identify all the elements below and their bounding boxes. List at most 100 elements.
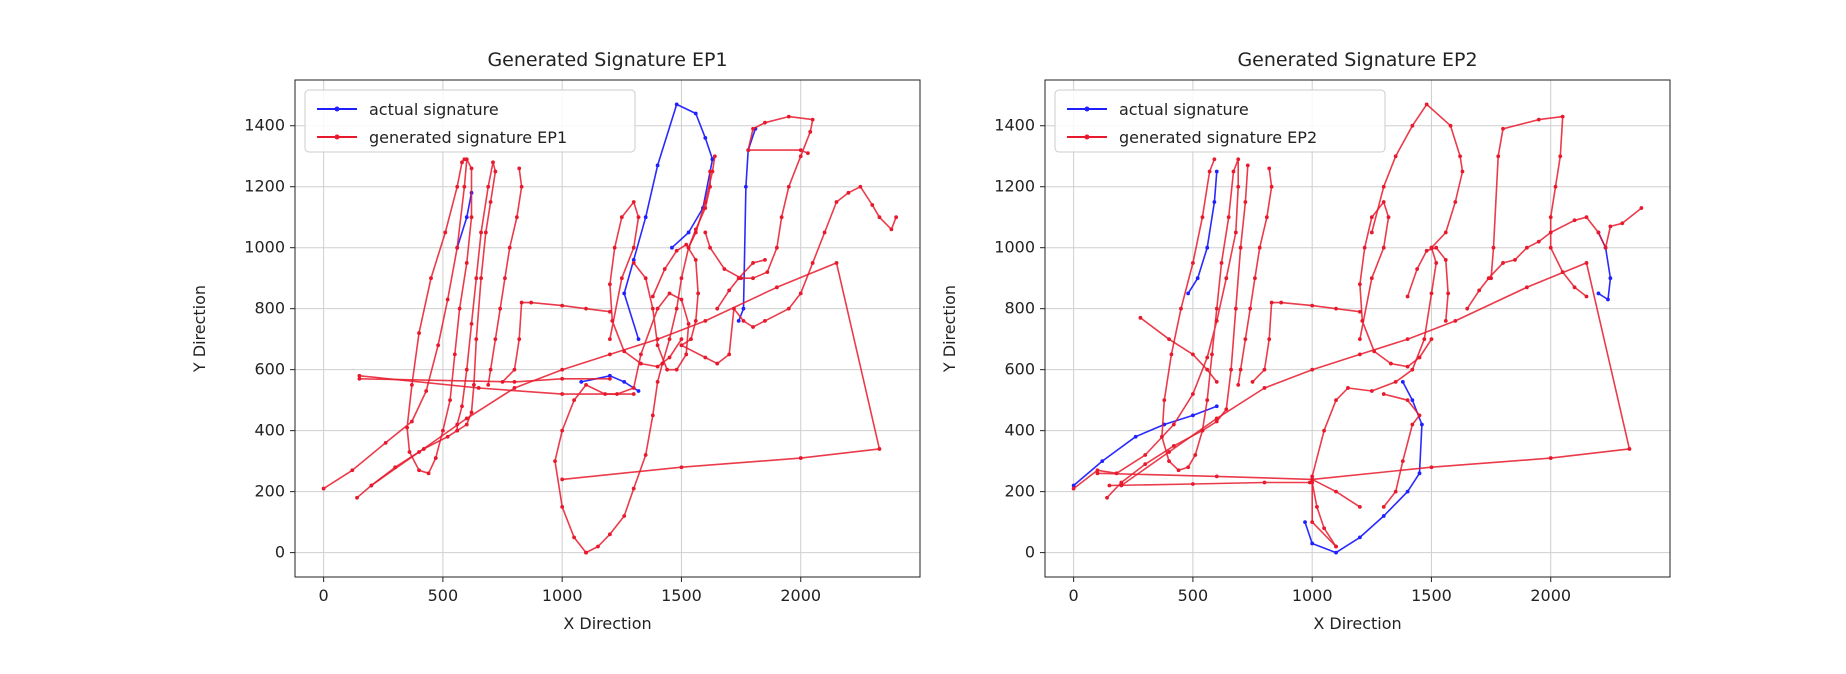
data-point	[1262, 480, 1267, 485]
axes-frame	[294, 79, 921, 578]
data-point	[1167, 459, 1171, 464]
data-point	[674, 367, 679, 372]
data-point	[631, 200, 636, 204]
data-point	[1608, 276, 1613, 281]
data-point	[889, 227, 894, 232]
data-point	[1171, 443, 1176, 448]
data-point	[655, 306, 660, 311]
data-point	[436, 343, 441, 348]
data-point	[498, 306, 503, 311]
data-point	[1524, 245, 1529, 250]
data-point	[1405, 489, 1410, 494]
data-point	[1536, 239, 1541, 244]
series-generated-signature	[321, 114, 899, 555]
data-point	[1422, 337, 1427, 342]
chart-panel-2: 0 500 1000 1500 2000 0 200 400 600 800 1000 1200 140…	[940, 49, 1671, 633]
data-point	[1572, 218, 1577, 223]
data-point	[1119, 480, 1124, 485]
data-point	[1381, 504, 1386, 509]
data-point	[810, 261, 815, 265]
data-point	[834, 261, 839, 265]
data-point	[631, 261, 636, 265]
data-point	[696, 291, 701, 296]
data-point	[708, 169, 712, 174]
data-point	[650, 413, 655, 418]
data-point	[1417, 355, 1422, 360]
data-point	[1513, 257, 1517, 262]
data-point	[560, 376, 565, 381]
data-point	[1214, 306, 1219, 311]
data-point	[417, 468, 421, 473]
data-point	[519, 184, 524, 189]
data-point	[483, 230, 488, 235]
data-point	[1214, 379, 1219, 384]
data-point	[1417, 471, 1422, 476]
y-tick-label: 200	[254, 482, 285, 501]
data-point	[1369, 215, 1374, 220]
legend-entry-label: actual signature	[369, 100, 499, 119]
series-line	[609, 201, 683, 368]
data-point	[1410, 367, 1415, 372]
data-point	[529, 300, 534, 305]
data-point	[1236, 184, 1241, 189]
data-point	[1231, 169, 1236, 174]
data-point	[1477, 288, 1482, 293]
data-point	[493, 169, 498, 174]
data-point	[662, 267, 667, 271]
data-point	[1264, 215, 1269, 220]
series-line	[359, 377, 610, 383]
data-point	[357, 376, 362, 381]
data-point	[476, 386, 481, 390]
data-point	[636, 337, 641, 342]
data-point	[679, 297, 684, 302]
data-point	[1248, 306, 1253, 311]
data-point	[1501, 261, 1505, 265]
data-point	[712, 154, 717, 159]
data-point	[631, 486, 636, 491]
data-point	[686, 322, 691, 326]
data-point	[1369, 276, 1374, 281]
data-point	[693, 227, 698, 232]
y-tick-label: 800	[1004, 299, 1035, 318]
data-point	[1257, 245, 1262, 250]
data-point	[1620, 221, 1625, 226]
data-point	[1229, 367, 1233, 372]
data-point	[1310, 477, 1315, 482]
data-point	[1639, 206, 1644, 210]
data-point	[1107, 483, 1112, 488]
chart-panel-1: 0 500 1000 1500 2000 0 200 400 600 800 1000 1200 140…	[190, 49, 921, 633]
data-point	[1381, 514, 1386, 518]
data-point	[708, 184, 712, 189]
data-point	[636, 215, 641, 220]
data-point	[1334, 544, 1338, 549]
legend-box	[1054, 89, 1386, 153]
series-line	[1311, 247, 1437, 548]
data-point	[441, 428, 445, 433]
data-point	[1603, 245, 1608, 250]
data-point	[1186, 291, 1191, 296]
data-point	[689, 337, 693, 342]
data-point	[1322, 526, 1327, 531]
data-point	[1243, 337, 1248, 342]
series-generated-signature	[1071, 102, 1644, 549]
data-point	[736, 318, 741, 323]
data-point	[665, 367, 670, 372]
data-point	[1415, 267, 1420, 271]
data-point	[464, 416, 469, 421]
data-point	[655, 337, 660, 342]
data-point	[655, 343, 660, 348]
data-point	[1388, 361, 1393, 366]
legend: actual signature generated signature EP2	[1054, 89, 1386, 153]
data-point	[679, 343, 684, 348]
data-point	[1434, 261, 1439, 265]
y-tick-label: 200	[1004, 482, 1035, 501]
data-point	[464, 215, 469, 220]
data-point	[619, 215, 624, 220]
data-point	[650, 294, 655, 299]
data-point	[596, 544, 600, 549]
data-point	[383, 440, 388, 445]
data-point	[870, 203, 875, 207]
y-tick-label: 0	[275, 543, 285, 562]
data-point	[1410, 398, 1415, 403]
data-point	[1310, 520, 1315, 525]
